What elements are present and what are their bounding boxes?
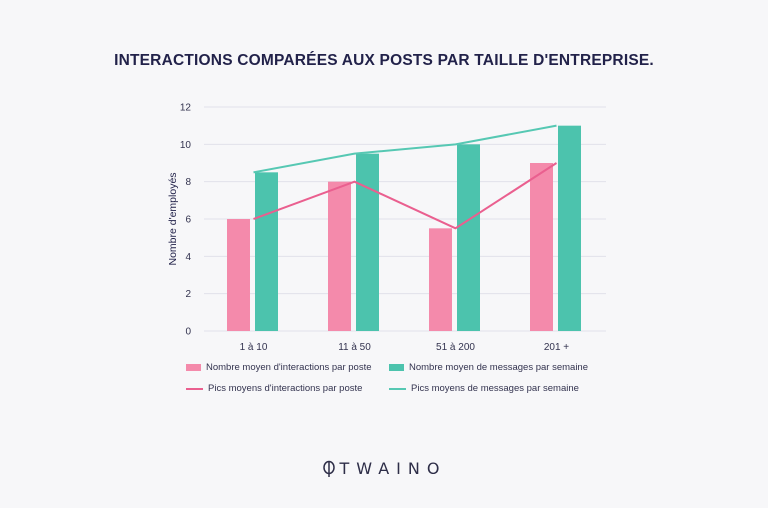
bar-interactions xyxy=(227,219,250,331)
y-tick-label: 12 xyxy=(180,103,192,114)
bar-messages xyxy=(255,172,278,331)
x-tick-label: 1 à 10 xyxy=(240,342,268,353)
legend-label: Pics moyens d'interactions par poste xyxy=(208,383,363,394)
bar-interactions xyxy=(530,163,553,331)
bar-interactions xyxy=(429,228,452,331)
legend-label: Nombre moyen de messages par semaine xyxy=(409,362,589,373)
legend-label: Nombre moyen d'interactions par poste xyxy=(206,362,372,373)
y-tick-label: 4 xyxy=(185,252,191,263)
y-tick-label: 6 xyxy=(185,215,191,226)
bar-messages xyxy=(356,153,379,331)
chart-legend: Nombre moyen d'interactions par poste No… xyxy=(186,362,606,402)
bar-messages xyxy=(457,144,480,331)
x-tick-label: 11 à 50 xyxy=(338,342,371,353)
leaf-icon xyxy=(322,460,335,477)
x-tick-label: 51 à 200 xyxy=(436,342,475,353)
legend-item-messages-line: Pics moyens de messages par semaine xyxy=(389,383,579,394)
legend-swatch-teal-line xyxy=(389,387,406,390)
line-peak-interactions xyxy=(253,162,558,230)
y-tick-label: 2 xyxy=(185,289,191,300)
x-tick-label: 201 + xyxy=(544,342,569,353)
chart-title: INTERACTIONS COMPARÉES AUX POSTS PAR TAI… xyxy=(114,52,654,69)
brand-name: TWAINO xyxy=(339,459,447,478)
line-peak-messages xyxy=(253,124,557,174)
y-tick-label: 10 xyxy=(180,140,192,151)
bar-messages xyxy=(558,125,581,332)
y-axis-label: Nombre d'employés xyxy=(167,172,179,265)
legend-label: Pics moyens de messages par semaine xyxy=(411,383,579,394)
legend-swatch-pink xyxy=(186,364,201,371)
legend-swatch-pink-line xyxy=(186,387,203,390)
legend-item-messages-bar: Nombre moyen de messages par semaine xyxy=(389,362,588,373)
legend-item-interactions-line: Pics moyens d'interactions par poste xyxy=(186,383,362,394)
legend-item-interactions-bar: Nombre moyen d'interactions par poste xyxy=(186,362,372,373)
legend-swatch-teal xyxy=(389,364,404,371)
bar-interactions xyxy=(328,181,351,331)
y-tick-label: 0 xyxy=(185,327,191,338)
brand-logo: TWAINO xyxy=(0,459,768,478)
y-tick-label: 8 xyxy=(185,177,191,188)
